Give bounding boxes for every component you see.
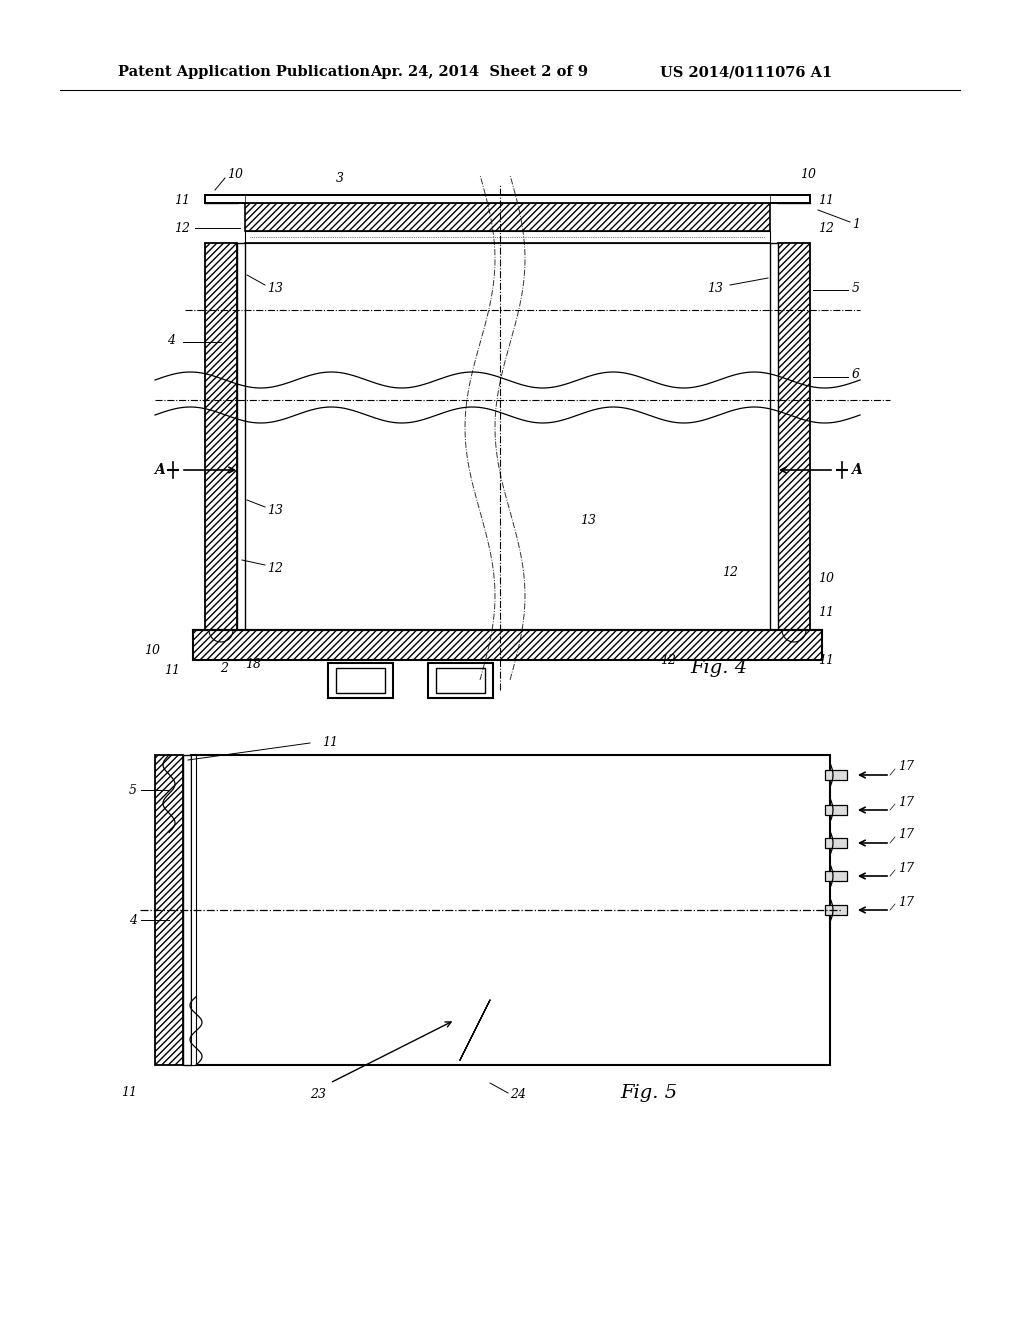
Text: 11: 11 xyxy=(818,606,834,619)
Text: 17: 17 xyxy=(898,796,914,808)
Text: Patent Application Publication: Patent Application Publication xyxy=(118,65,370,79)
Text: 12: 12 xyxy=(174,222,190,235)
Text: 23: 23 xyxy=(310,1089,326,1101)
Bar xyxy=(205,195,810,203)
Text: 12: 12 xyxy=(818,222,834,235)
Bar xyxy=(770,243,778,630)
Text: 4: 4 xyxy=(129,913,137,927)
Bar xyxy=(825,871,847,880)
Text: 13: 13 xyxy=(267,503,283,516)
Text: Apr. 24, 2014  Sheet 2 of 9: Apr. 24, 2014 Sheet 2 of 9 xyxy=(370,65,588,79)
Text: 10: 10 xyxy=(818,572,834,585)
Text: 11: 11 xyxy=(174,194,190,206)
Text: A: A xyxy=(154,463,165,477)
Text: US 2014/0111076 A1: US 2014/0111076 A1 xyxy=(660,65,833,79)
Text: 4: 4 xyxy=(167,334,175,346)
Text: 17: 17 xyxy=(898,760,914,774)
Text: 1: 1 xyxy=(852,219,860,231)
Text: 12: 12 xyxy=(660,653,676,667)
Text: 12: 12 xyxy=(267,561,283,574)
Bar xyxy=(825,838,847,847)
Bar xyxy=(193,630,822,660)
Text: Fig. 5: Fig. 5 xyxy=(620,1084,677,1102)
Bar xyxy=(336,668,385,693)
Bar xyxy=(245,203,770,231)
Text: 11: 11 xyxy=(818,653,834,667)
Text: 13: 13 xyxy=(580,513,596,527)
Text: 11: 11 xyxy=(121,1086,137,1100)
Text: 10: 10 xyxy=(144,644,160,656)
Bar xyxy=(237,243,245,630)
Text: 17: 17 xyxy=(898,829,914,842)
Text: 11: 11 xyxy=(322,737,338,750)
Bar xyxy=(825,770,847,780)
Text: 13: 13 xyxy=(707,281,723,294)
Bar xyxy=(183,755,191,1065)
Text: 11: 11 xyxy=(818,194,834,206)
Bar xyxy=(205,243,237,630)
Text: 5: 5 xyxy=(852,281,860,294)
Bar xyxy=(155,755,183,1065)
Text: 6: 6 xyxy=(852,368,860,381)
Bar xyxy=(191,755,196,1065)
Bar xyxy=(825,805,847,814)
Text: 17: 17 xyxy=(898,895,914,908)
Bar xyxy=(778,243,810,630)
Text: 12: 12 xyxy=(722,565,738,578)
Bar xyxy=(428,663,493,698)
Text: 10: 10 xyxy=(800,168,816,181)
Text: 17: 17 xyxy=(898,862,914,874)
Text: 18: 18 xyxy=(245,659,261,672)
Text: 3: 3 xyxy=(336,172,344,185)
Text: 13: 13 xyxy=(267,281,283,294)
Text: 11: 11 xyxy=(164,664,180,676)
Text: 10: 10 xyxy=(227,168,243,181)
Bar xyxy=(436,668,485,693)
Bar xyxy=(328,663,393,698)
Text: Fig. 4: Fig. 4 xyxy=(690,659,748,677)
Bar xyxy=(245,231,770,243)
Text: 2: 2 xyxy=(220,661,228,675)
Text: 24: 24 xyxy=(510,1089,526,1101)
Bar xyxy=(191,755,830,1065)
Bar xyxy=(825,906,847,915)
Text: 5: 5 xyxy=(129,784,137,796)
Text: A: A xyxy=(851,463,861,477)
